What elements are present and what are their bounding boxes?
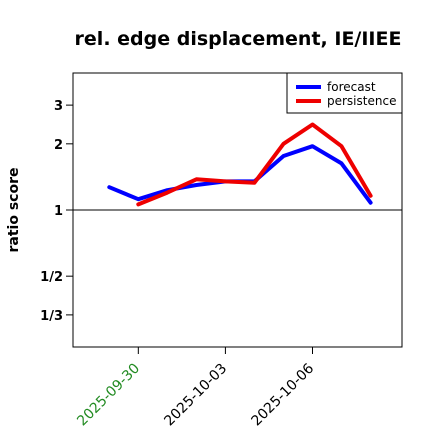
y-axis-label: ratio score xyxy=(6,168,22,253)
y-tick-label: 1 xyxy=(54,204,63,219)
x-tick-label: 2025-10-06 xyxy=(248,360,317,429)
y-tick-label: 3 xyxy=(54,99,63,114)
plot-area: 1/3 1/2 1 2 3 2025-09-30 2025-10-03 2025-10-06 xyxy=(40,72,403,430)
y-tick-label: 1/2 xyxy=(40,270,63,285)
x-tick-label: 2025-09-30 xyxy=(74,361,143,430)
y-tick-label: 1/3 xyxy=(40,309,63,324)
chart-title: rel. edge displacement, IE/IIEE xyxy=(75,28,402,50)
legend-label: persistence xyxy=(327,94,396,108)
legend-box xyxy=(286,72,403,114)
legend-label: forecast xyxy=(327,80,376,94)
series-line-persistence xyxy=(136,122,373,207)
y-tick-label: 2 xyxy=(54,138,63,153)
x-tick-label: 2025-10-03 xyxy=(161,361,230,430)
series-line-forecast xyxy=(107,144,373,205)
